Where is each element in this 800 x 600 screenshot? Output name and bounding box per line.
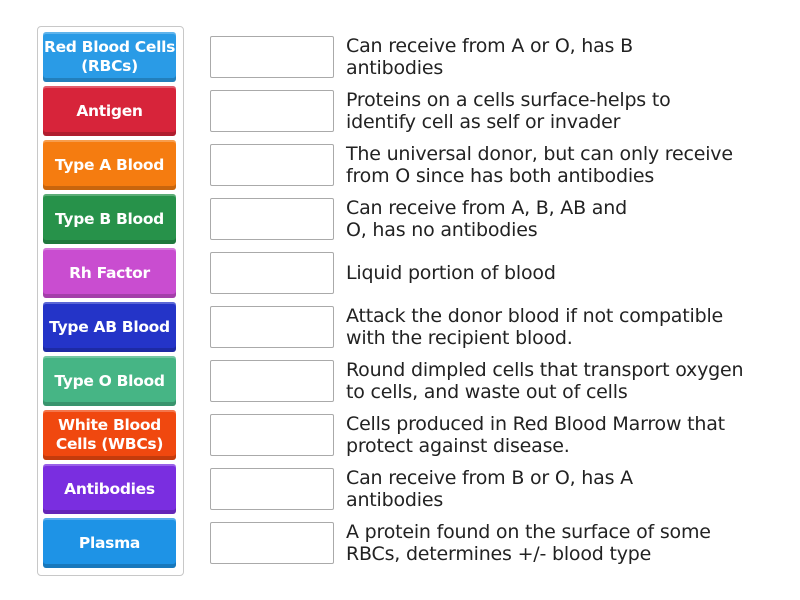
drop-slot[interactable] [210,468,334,510]
definition: Can receive from A, B, AB and O, has no … [346,194,786,244]
definition-text: Cells produced in Red Blood Marrow that … [346,413,725,457]
definition: Can receive from B or O, has A antibodie… [346,464,786,514]
drop-slot[interactable] [210,414,334,456]
definition: Proteins on a cells surface-helps to ide… [346,86,786,136]
definition-text: Liquid portion of blood [346,262,556,284]
term-tile[interactable]: Red Blood Cells (RBCs) [43,32,176,82]
definition: Attack the donor blood if not compatible… [346,302,786,352]
definition: Cells produced in Red Blood Marrow that … [346,410,786,460]
term-tile[interactable]: Rh Factor [43,248,176,298]
definition-text: Attack the donor blood if not compatible… [346,305,724,349]
drop-slot[interactable] [210,36,334,78]
definition: Round dimpled cells that transport oxyge… [346,356,786,406]
term-tile[interactable]: Type AB Blood [43,302,176,352]
definition-text: Proteins on a cells surface-helps to ide… [346,89,671,133]
definition: Liquid portion of blood [346,248,786,298]
definition: Can receive from A or O, has B antibodie… [346,32,786,82]
term-tile[interactable]: Type A Blood [43,140,176,190]
definition: A protein found on the surface of some R… [346,518,786,568]
drop-slot[interactable] [210,144,334,186]
definition-text: The universal donor, but can only receiv… [346,143,733,187]
definition-text: Round dimpled cells that transport oxyge… [346,359,744,403]
term-tile[interactable]: Type B Blood [43,194,176,244]
term-tile[interactable]: White Blood Cells (WBCs) [43,410,176,460]
drop-slot[interactable] [210,252,334,294]
drop-slot[interactable] [210,198,334,240]
term-tile[interactable]: Antibodies [43,464,176,514]
definition-text: Can receive from A or O, has B antibodie… [346,35,633,79]
definition: The universal donor, but can only receiv… [346,140,786,190]
definition-text: Can receive from B or O, has A antibodie… [346,467,633,511]
drop-slot[interactable] [210,360,334,402]
definition-text: A protein found on the surface of some R… [346,521,711,565]
term-tile[interactable]: Antigen [43,86,176,136]
drop-slot[interactable] [210,90,334,132]
drop-slot[interactable] [210,522,334,564]
definition-text: Can receive from A, B, AB and O, has no … [346,197,627,241]
term-tile[interactable]: Plasma [43,518,176,568]
term-tile[interactable]: Type O Blood [43,356,176,406]
drop-slot[interactable] [210,306,334,348]
